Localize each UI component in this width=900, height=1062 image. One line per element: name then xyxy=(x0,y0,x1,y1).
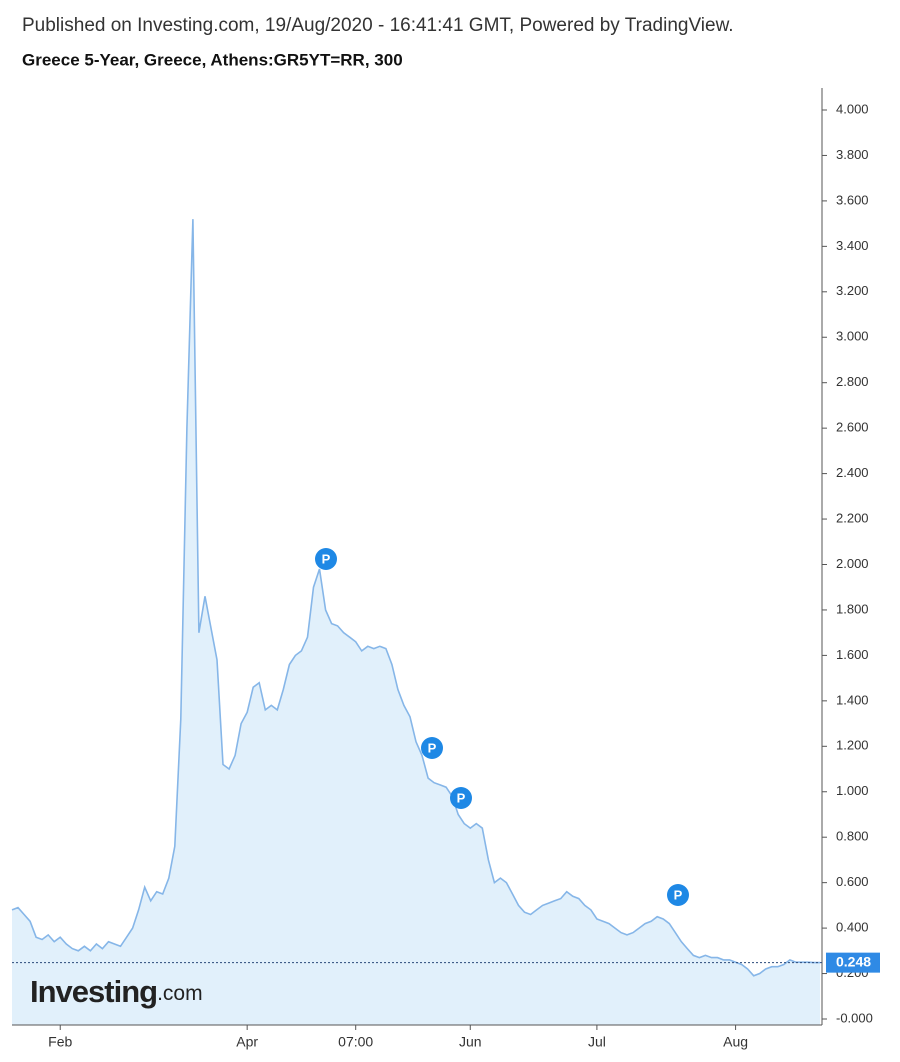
annotation-badge xyxy=(421,737,443,759)
y-tick-label: -0.000 xyxy=(836,1010,873,1025)
y-tick-label: 0.400 xyxy=(836,920,869,935)
annotation-badge xyxy=(315,548,337,570)
y-tick-label: 3.000 xyxy=(836,329,869,344)
y-tick-label: 1.200 xyxy=(836,738,869,753)
last-value-label: 0.248 xyxy=(836,953,871,969)
annotation-label: P xyxy=(322,551,331,566)
y-tick-label: 2.800 xyxy=(836,374,869,389)
y-tick-label: 1.000 xyxy=(836,783,869,798)
y-tick-label: 2.000 xyxy=(836,556,869,571)
x-tick-label: Aug xyxy=(723,1034,748,1050)
logo-name: Investing xyxy=(30,974,157,1009)
y-tick-label: 4.000 xyxy=(836,101,869,116)
y-tick-label: 0.800 xyxy=(836,829,869,844)
y-tick-label: 2.400 xyxy=(836,465,869,480)
annotation-label: P xyxy=(428,740,437,755)
y-tick-label: 3.200 xyxy=(836,283,869,298)
x-tick-label: Jul xyxy=(588,1034,606,1050)
y-tick-label: 1.400 xyxy=(836,692,869,707)
y-tick-label: 1.600 xyxy=(836,647,869,662)
logo: Investing.com xyxy=(30,974,203,1009)
annotation-label: P xyxy=(457,790,466,805)
y-tick-label: 3.600 xyxy=(836,192,869,207)
source: Published on Investing.com, 19/Aug/2020 … xyxy=(22,15,734,36)
y-tick-label: 1.800 xyxy=(836,601,869,616)
y-tick-label: 2.200 xyxy=(836,510,869,525)
x-tick-label: Jun xyxy=(459,1034,482,1050)
y-tick-label: 0.600 xyxy=(836,874,869,889)
x-tick-label: Apr xyxy=(236,1034,258,1050)
x-tick-label: Feb xyxy=(48,1034,72,1050)
chart-title: Greece 5-Year, Greece, Athens:GR5YT=RR, … xyxy=(22,50,403,69)
y-tick-label: 2.600 xyxy=(836,420,869,435)
y-tick-label: 3.800 xyxy=(836,147,869,162)
last-value-box xyxy=(826,952,880,973)
y-tick-label: 3.400 xyxy=(836,238,869,253)
logo-suffix: .com xyxy=(157,982,203,1005)
area xyxy=(12,219,820,1026)
x-tick-label: 07:00 xyxy=(338,1034,373,1050)
annotation-label: P xyxy=(674,887,683,902)
line xyxy=(11,219,820,977)
annotation-badge xyxy=(667,884,689,906)
annotation-badge xyxy=(450,787,472,809)
